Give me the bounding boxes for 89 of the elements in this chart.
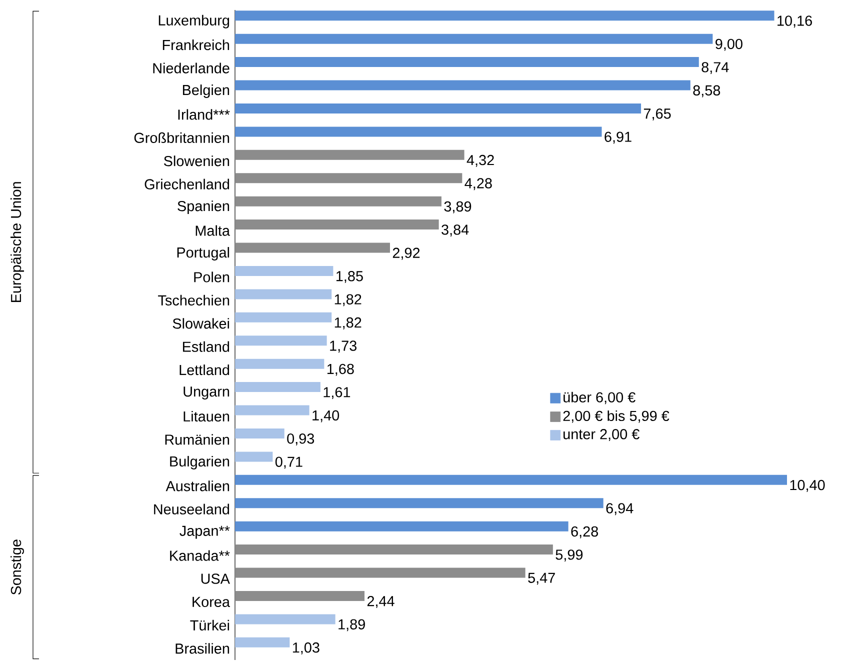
bar (235, 220, 439, 230)
y-tick-label: Brasilien (176, 643, 230, 654)
data-label: 1,73 (330, 340, 357, 353)
bar (235, 568, 526, 578)
y-tick-label: Luxemburg (158, 14, 230, 28)
legend-label: 2,00 € bis 5,99 € (563, 410, 670, 423)
bar (235, 452, 273, 462)
data-label: 2,92 (392, 248, 420, 260)
data-label: 1,40 (312, 410, 340, 422)
bar (235, 336, 327, 346)
data-label: 1,03 (292, 642, 320, 654)
bar (235, 614, 336, 624)
y-tick-label: Slowenien (164, 156, 230, 166)
data-label: 7,65 (644, 108, 671, 120)
data-label: 1,89 (338, 619, 365, 632)
y-tick-label: Slowakei (172, 318, 229, 329)
bar (235, 150, 464, 160)
y-tick-label: Australien (166, 480, 230, 492)
bar (235, 266, 334, 276)
bar (235, 474, 787, 485)
text: Sonstige (10, 540, 24, 595)
y-tick-label: Estland (182, 341, 230, 352)
bar (235, 242, 390, 253)
data-label: 2,44 (367, 596, 394, 608)
data-label: 3,89 (444, 201, 472, 214)
y-tick-label: Belgien (182, 84, 230, 98)
data-label: 1,82 (334, 294, 362, 306)
bar (235, 428, 284, 438)
bar (235, 57, 699, 68)
data-label: 6,91 (604, 132, 632, 144)
y-tick-label: Irland*** (178, 109, 230, 120)
bar (235, 358, 324, 369)
data-label: 1,85 (336, 270, 363, 283)
y-tick-label: Lettland (180, 364, 230, 376)
data-label: 5,99 (556, 550, 583, 562)
bar (235, 173, 462, 184)
bar (235, 289, 332, 300)
y-tick-label: Korea (192, 596, 230, 608)
data-label: 0,93 (287, 433, 314, 446)
data-label: 9,00 (716, 38, 742, 51)
bar (235, 498, 604, 508)
bar (235, 405, 310, 416)
bar (235, 637, 290, 648)
y-tick-label: Spanien (178, 200, 230, 214)
data-label: 8,58 (693, 85, 720, 98)
y-tick-label: Bulgarien (170, 456, 230, 470)
legend-label: unter 2,00 € (564, 429, 640, 441)
data-label: 8,74 (702, 62, 729, 74)
y-tick-label: Japan** (180, 526, 230, 539)
data-label: 4,32 (466, 154, 494, 167)
data-label: 0,71 (275, 456, 302, 469)
y-tick-label: Portugal (177, 247, 230, 260)
data-label: 3,84 (442, 224, 469, 237)
y-tick-label: Litauen (184, 410, 230, 422)
y-tick-label: Türkei (190, 620, 230, 630)
data-label: 4,28 (464, 178, 492, 190)
y-tick-label: Kanada** (170, 550, 230, 561)
y-tick-label: Ungarn (184, 386, 230, 400)
y-tick-label: Großbritannien (134, 132, 230, 143)
bar (235, 382, 320, 392)
y-tick-label: Tschechien (158, 294, 230, 306)
bar (235, 590, 365, 601)
y-tick-label: USA (201, 574, 230, 584)
y-tick-label: Frankreich (162, 40, 230, 50)
data-label: 6,94 (606, 503, 634, 516)
bar (235, 103, 642, 114)
legend-label: über 6,00 € (564, 392, 636, 404)
data-label: 10,16 (778, 16, 812, 28)
data-label: 10,40 (790, 480, 825, 492)
data-label: 1,68 (327, 364, 354, 376)
data-label: 6,28 (571, 526, 598, 538)
bar (235, 521, 568, 532)
y-tick-label: Niederlande (153, 62, 230, 74)
bar (235, 34, 713, 44)
y-tick-label: Neuseeland (154, 504, 230, 514)
bar (235, 126, 602, 137)
bar (235, 312, 332, 322)
bar (235, 544, 553, 555)
y-tick-label: Malta (196, 225, 230, 236)
data-label: 5,47 (528, 572, 555, 585)
data-label: 1,61 (324, 387, 350, 400)
y-tick-label: Polen (194, 272, 230, 282)
y-tick-label: Rumänien (165, 434, 230, 445)
text: Europäische Union (10, 182, 24, 302)
bar (235, 10, 774, 21)
bar (235, 80, 690, 90)
y-tick-label: Griechenland (144, 178, 230, 190)
bar (235, 196, 442, 206)
data-label: 1,82 (334, 317, 362, 330)
